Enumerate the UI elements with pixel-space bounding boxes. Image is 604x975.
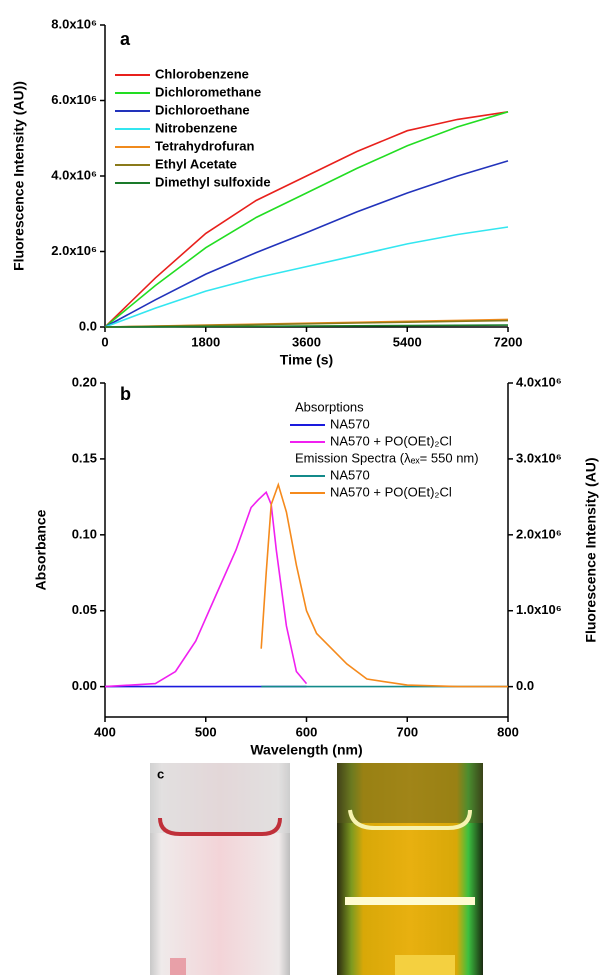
series-line [104, 111, 509, 328]
x-tick-label: 700 [396, 724, 418, 739]
y-tick-label: 0.20 [72, 374, 97, 389]
series-line [104, 160, 509, 328]
x-tick-label: 800 [497, 724, 519, 739]
photo-yellow [337, 763, 483, 975]
y-axis-label: Fluorescence Intensity (AU)) [11, 81, 27, 271]
legend-label: NA570 + PO(OEt)₂Cl [330, 484, 452, 499]
y-tick-label: 0.00 [72, 678, 97, 693]
legend-label: NA570 + PO(OEt)₂Cl [330, 433, 452, 448]
x-tick-label: 1800 [191, 334, 220, 349]
y-tick-label: 0.05 [72, 602, 97, 617]
panel-label: c [157, 766, 164, 781]
y2-axis-label: Fluorescence Intensity (AU) [583, 457, 599, 642]
x-tick-label: 400 [94, 724, 116, 739]
x-tick-label: 500 [195, 724, 217, 739]
y2-tick-label: 0.0 [516, 678, 534, 693]
legend-label: Nitrobenzene [155, 120, 237, 135]
x-tick-label: 0 [101, 334, 108, 349]
panel-label: a [120, 29, 131, 49]
photo-pink [150, 763, 290, 975]
series-line [104, 226, 509, 328]
x-tick-label: 3600 [292, 334, 321, 349]
legend-title: Absorptions [295, 399, 364, 414]
y2-tick-label: 2.0x10⁶ [516, 526, 562, 541]
series-line [104, 324, 509, 328]
y2-tick-label: 1.0x10⁶ [516, 602, 562, 617]
y-tick-label: 0.10 [72, 526, 97, 541]
legend-label: Dichloroethane [155, 102, 250, 117]
y-tick-label: 0.15 [72, 450, 97, 465]
legend-label: Dichloromethane [155, 84, 261, 99]
panel-label: b [120, 384, 131, 404]
legend-label: NA570 [330, 467, 370, 482]
y-tick-label: 2.0x10⁶ [51, 243, 97, 258]
legend-label: Chlorobenzene [155, 66, 249, 81]
y-tick-label: 4.0x10⁶ [51, 167, 97, 182]
x-axis-label: Wavelength (nm) [250, 742, 362, 758]
y-tick-label: 0.0 [79, 318, 97, 333]
legend-title: Emission Spectra (λₑₓ= 550 nm) [295, 450, 479, 465]
y-tick-label: 8.0x10⁶ [51, 16, 97, 31]
legend-label: NA570 [330, 416, 370, 431]
series-line [260, 482, 508, 688]
legend-label: Dimethyl sulfoxide [155, 174, 271, 189]
y2-tick-label: 3.0x10⁶ [516, 450, 562, 465]
y-tick-label: 6.0x10⁶ [51, 92, 97, 107]
series-line [104, 490, 308, 688]
x-tick-label: 600 [296, 724, 318, 739]
x-tick-label: 7200 [494, 334, 523, 349]
legend-label: Ethyl Acetate [155, 156, 237, 171]
series-line [104, 111, 509, 328]
legend-label: Tetrahydrofuran [155, 138, 254, 153]
y-axis-label: Absorbance [33, 509, 49, 590]
x-tick-label: 5400 [393, 334, 422, 349]
x-axis-label: Time (s) [280, 352, 333, 368]
y2-tick-label: 4.0x10⁶ [516, 374, 562, 389]
